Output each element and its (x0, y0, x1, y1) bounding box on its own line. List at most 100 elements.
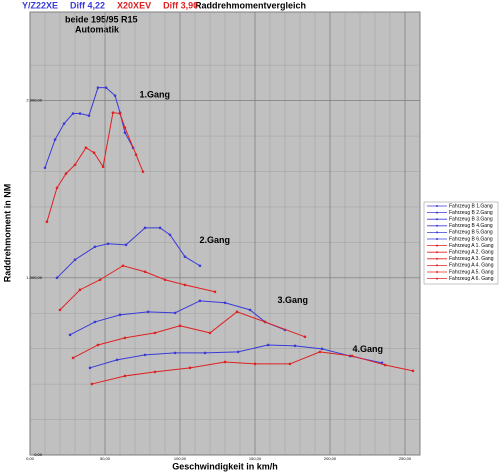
x-tick-label: 200,00 (324, 456, 337, 461)
chart-title: Raddrehmomentvergleich (195, 0, 306, 10)
data-point (55, 276, 59, 280)
data-point (143, 353, 147, 357)
header-label: X20XEV (117, 0, 151, 10)
data-point (173, 351, 177, 355)
data-point (266, 343, 270, 347)
data-point (106, 242, 110, 246)
data-point (253, 362, 257, 366)
data-point (146, 310, 150, 314)
data-point (93, 320, 97, 324)
data-point (113, 94, 117, 97)
data-point (68, 333, 72, 337)
x-tick-label: 0,00 (26, 456, 35, 461)
legend-marker (436, 224, 438, 227)
data-point (223, 301, 227, 305)
data-point (90, 382, 94, 386)
series-line (69, 300, 286, 336)
data-point (320, 347, 324, 351)
legend-marker (436, 277, 438, 280)
legend-label: Fahrzeug A 5. Gang (449, 269, 494, 275)
data-point (163, 278, 167, 282)
series-line (59, 265, 216, 311)
data-point (188, 366, 192, 370)
data-point (158, 226, 162, 230)
data-point (101, 165, 105, 168)
data-point (78, 112, 82, 115)
data-point (71, 356, 75, 360)
series-line (46, 112, 144, 222)
data-point (118, 313, 122, 317)
data-point (88, 366, 92, 370)
data-point (123, 131, 127, 134)
data-point (288, 362, 292, 366)
x-tick-label: 100,00 (174, 456, 187, 461)
data-point (78, 288, 82, 292)
data-point (55, 186, 59, 190)
data-point (73, 163, 77, 167)
data-point (123, 126, 127, 130)
data-point (173, 311, 177, 315)
annotation: 1.Gang (140, 90, 171, 100)
y-tick-label: 2.000,00 (26, 98, 42, 103)
legend-marker (436, 271, 438, 273)
data-point (350, 354, 354, 358)
legend-label: Fahrzeug B 4.Gang (449, 223, 493, 229)
legend-marker (436, 238, 438, 240)
series-line (56, 227, 201, 279)
y-tick-label: 1.000,00 (26, 275, 42, 280)
x-tick-label: 250,00 (399, 456, 412, 461)
data-point (124, 243, 128, 247)
data-point (115, 358, 119, 362)
data-point (73, 258, 77, 262)
data-point (64, 172, 68, 175)
data-point (87, 114, 91, 117)
annotation: 2.Gang (200, 235, 231, 245)
data-point (198, 264, 202, 268)
data-point (263, 320, 267, 324)
legend-marker (436, 218, 438, 221)
legend-label: Fahrzeug B 5.Gang (449, 230, 493, 236)
data-point (121, 264, 125, 268)
data-point (96, 343, 100, 347)
data-point (62, 122, 66, 125)
data-point (208, 331, 212, 335)
header-label: Diff 4,22 (70, 0, 105, 10)
legend-label: Fahrzeug B 2.Gang (449, 210, 493, 216)
legend-label: Fahrzeug B 6.Gang (449, 236, 493, 242)
data-point (104, 86, 108, 89)
legend-marker (436, 257, 438, 260)
data-point (153, 331, 157, 335)
legend-label: Fahrzeug A 6. Gang (449, 276, 494, 282)
data-point (213, 290, 217, 294)
x-tick-label: 150,00 (249, 456, 262, 461)
legend-marker (436, 264, 438, 267)
x-tick-label: 50,00 (100, 456, 111, 461)
data-point (84, 146, 88, 150)
data-point (143, 226, 147, 230)
data-point (98, 278, 102, 282)
legend-label: Fahrzeug B 3.Gang (449, 217, 493, 223)
legend (423, 201, 499, 285)
header-label: Y/Z22XE (22, 0, 58, 10)
annotation: 3.Gang (278, 295, 309, 305)
legend-label: Fahrzeug A 2. Gang (449, 250, 494, 256)
legend-label: Fahrzeug A 1. Gang (449, 243, 494, 249)
data-point (235, 310, 239, 314)
data-point (53, 138, 57, 141)
data-point (43, 166, 47, 170)
data-point (71, 112, 75, 115)
data-point (58, 308, 62, 312)
data-point (168, 233, 172, 237)
data-point (134, 153, 138, 156)
legend-label: Fahrzeug B 1.Gang (449, 203, 493, 209)
x-axis-title: Geschwindigkeit in km/h (172, 461, 278, 471)
subtitle: Automatik (75, 24, 120, 34)
data-point (153, 370, 157, 374)
y-tick-label: 0,00 (34, 452, 43, 457)
subtitle: beide 195/95 R15 (65, 14, 138, 24)
data-point (118, 112, 122, 115)
data-point (223, 360, 227, 364)
data-point (236, 350, 240, 354)
legend-marker (436, 251, 438, 254)
